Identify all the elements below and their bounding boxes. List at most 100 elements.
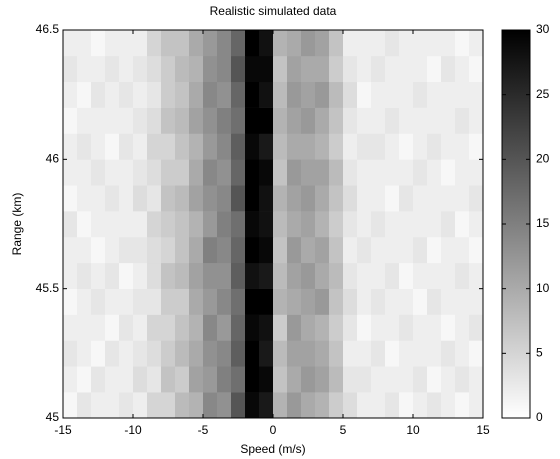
cell bbox=[245, 159, 260, 186]
cell bbox=[301, 314, 316, 341]
cell bbox=[119, 262, 134, 289]
cell bbox=[287, 340, 302, 367]
cell bbox=[441, 133, 456, 160]
cell bbox=[455, 340, 470, 367]
colorbar-tick-label: 5 bbox=[536, 346, 543, 360]
cell bbox=[427, 133, 442, 160]
cell bbox=[315, 262, 330, 289]
cell bbox=[245, 314, 260, 341]
cell bbox=[329, 107, 344, 134]
cell bbox=[371, 185, 386, 212]
cell bbox=[105, 236, 120, 264]
cell bbox=[161, 133, 176, 160]
cell bbox=[231, 133, 246, 160]
cell bbox=[217, 236, 232, 264]
cell bbox=[175, 236, 190, 264]
cell bbox=[77, 30, 92, 57]
cell bbox=[175, 288, 190, 315]
cell bbox=[455, 30, 470, 57]
cell bbox=[147, 236, 162, 264]
cell bbox=[91, 133, 106, 160]
cell bbox=[189, 81, 204, 108]
cell bbox=[133, 107, 148, 134]
cell bbox=[189, 366, 204, 393]
cell bbox=[329, 262, 344, 289]
cell bbox=[301, 340, 316, 367]
cell bbox=[273, 81, 288, 108]
cell bbox=[413, 30, 428, 57]
cell bbox=[203, 185, 218, 212]
cell bbox=[287, 262, 302, 289]
cell bbox=[427, 30, 442, 57]
cell bbox=[469, 392, 484, 419]
cell bbox=[119, 288, 134, 315]
cell bbox=[329, 55, 344, 83]
cell bbox=[371, 159, 386, 186]
cell bbox=[245, 133, 260, 160]
cell bbox=[329, 288, 344, 315]
cell bbox=[105, 366, 120, 393]
cell bbox=[315, 30, 330, 57]
cell bbox=[259, 366, 274, 393]
cell bbox=[77, 392, 92, 419]
cell bbox=[287, 392, 302, 419]
cell bbox=[343, 133, 358, 160]
cell bbox=[315, 133, 330, 160]
cell bbox=[203, 30, 218, 57]
cell bbox=[399, 236, 414, 264]
cell bbox=[441, 107, 456, 134]
cell bbox=[259, 288, 274, 315]
cell bbox=[91, 81, 106, 108]
cell bbox=[441, 30, 456, 57]
cell bbox=[175, 55, 190, 83]
cell bbox=[315, 314, 330, 341]
cell bbox=[231, 55, 246, 83]
cell bbox=[287, 314, 302, 341]
cell bbox=[245, 30, 260, 57]
cell bbox=[427, 314, 442, 341]
y-tick-label: 45.5 bbox=[36, 281, 60, 295]
cell bbox=[385, 262, 400, 289]
cell bbox=[63, 288, 78, 315]
cell bbox=[427, 340, 442, 367]
cell bbox=[161, 55, 176, 83]
cell bbox=[399, 185, 414, 212]
cell bbox=[105, 185, 120, 212]
cell bbox=[329, 133, 344, 160]
x-axis-label: Speed (m/s) bbox=[240, 442, 305, 456]
cell bbox=[469, 314, 484, 341]
cell bbox=[147, 107, 162, 134]
cell bbox=[469, 159, 484, 186]
cell bbox=[175, 314, 190, 341]
cell bbox=[231, 262, 246, 289]
cell bbox=[469, 30, 484, 57]
cell bbox=[259, 236, 274, 264]
cell bbox=[343, 30, 358, 57]
cell bbox=[259, 211, 274, 238]
cell bbox=[357, 288, 372, 315]
cell bbox=[189, 133, 204, 160]
cell bbox=[315, 392, 330, 419]
cell bbox=[343, 262, 358, 289]
cell bbox=[91, 366, 106, 393]
cell bbox=[119, 236, 134, 264]
cell bbox=[189, 262, 204, 289]
cell bbox=[301, 55, 316, 83]
cell bbox=[287, 30, 302, 57]
cell bbox=[245, 236, 260, 264]
cell bbox=[357, 159, 372, 186]
cell bbox=[287, 55, 302, 83]
chart-title: Realistic simulated data bbox=[210, 4, 337, 18]
cell bbox=[217, 366, 232, 393]
cell bbox=[105, 314, 120, 341]
cell bbox=[217, 133, 232, 160]
cell bbox=[469, 366, 484, 393]
cell bbox=[231, 340, 246, 367]
cell bbox=[343, 107, 358, 134]
cell bbox=[273, 30, 288, 57]
cell bbox=[301, 159, 316, 186]
cell bbox=[343, 159, 358, 186]
cell bbox=[231, 30, 246, 57]
cell bbox=[427, 392, 442, 419]
